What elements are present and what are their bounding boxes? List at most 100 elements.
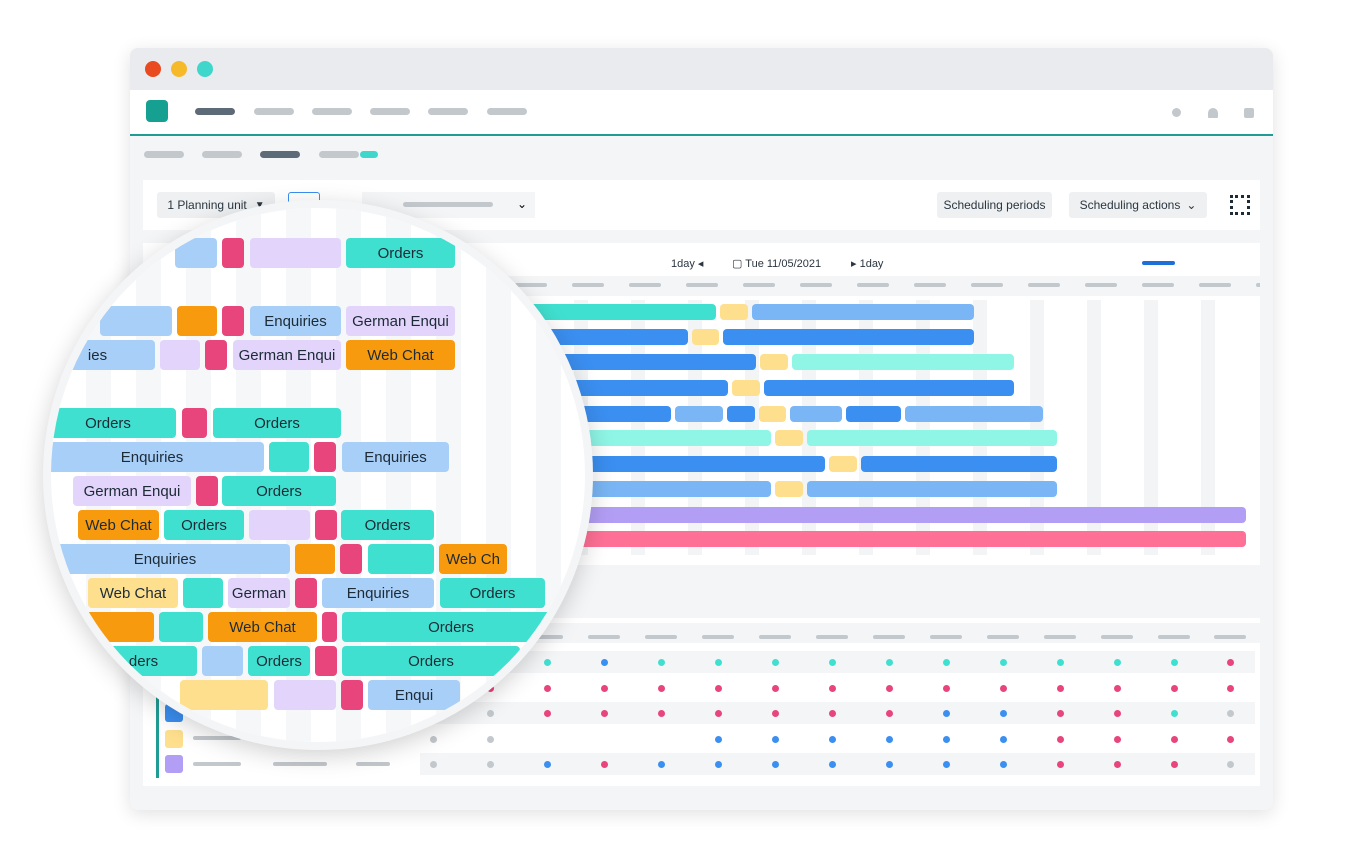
shift-bar [807, 481, 1057, 497]
button-label: Scheduling periods [943, 198, 1046, 212]
logo[interactable] [146, 100, 168, 122]
nav-item[interactable] [312, 108, 352, 115]
time-label [1256, 283, 1260, 287]
shift-label: German Enqui [73, 476, 191, 506]
shift-block [295, 578, 317, 608]
nav-item[interactable] [487, 108, 527, 115]
bell-icon[interactable] [1208, 108, 1218, 118]
nav-label: 1day [671, 258, 695, 270]
shift-block [177, 306, 217, 336]
coverage-dot [1170, 658, 1178, 666]
shift-label: ies [51, 340, 155, 370]
maximize-button[interactable] [197, 61, 213, 77]
coverage-dot [429, 735, 437, 743]
shift-block [368, 544, 434, 574]
shift-bar [775, 430, 803, 446]
coverage-dot [999, 684, 1007, 692]
shift-label: Enquiries [322, 578, 434, 608]
nav-item[interactable] [370, 108, 410, 115]
minimize-button[interactable] [171, 61, 187, 77]
coverage-dot [999, 658, 1007, 666]
shift-block [341, 680, 363, 710]
shift-label: Orders [440, 578, 545, 608]
shift-block [183, 578, 223, 608]
shift-bar [520, 507, 1246, 523]
shift-block [159, 612, 203, 642]
title-bar [130, 48, 1273, 90]
shift-block [295, 544, 335, 574]
time-label [800, 283, 832, 287]
breadcrumb[interactable] [260, 151, 300, 158]
coverage-dot [1226, 658, 1234, 666]
shift-bar [760, 354, 788, 370]
breadcrumb[interactable] [144, 151, 184, 158]
shift-bar [520, 456, 825, 472]
legend-swatch [165, 730, 183, 748]
shift-label: Enquiries [250, 306, 341, 336]
coverage-dot [714, 709, 722, 717]
nav-item[interactable] [254, 108, 294, 115]
shift-label: Enqui [368, 680, 460, 710]
coverage-dot [657, 684, 665, 692]
zoom-indicator[interactable] [1142, 261, 1175, 265]
coverage-dot [771, 709, 779, 717]
logout-icon[interactable] [1244, 108, 1254, 118]
shift-label: German [228, 578, 290, 608]
time-label [572, 283, 604, 287]
breadcrumb-badge [360, 151, 378, 158]
shift-block [196, 476, 218, 506]
breadcrumb[interactable] [202, 151, 242, 158]
nav-bar [130, 90, 1273, 136]
scheduling-periods-button[interactable]: Scheduling periods [937, 192, 1052, 218]
coverage-dot [771, 760, 779, 768]
shift-bar [759, 406, 786, 422]
shift-bar [727, 406, 755, 422]
shift-label: Web Chat [78, 510, 159, 540]
coverage-dot [657, 658, 665, 666]
time-label [1199, 283, 1231, 287]
coverage-dot [828, 684, 836, 692]
shift-bar [861, 456, 1057, 472]
shift-block [322, 612, 337, 642]
coverage-dot [999, 735, 1007, 743]
coverage-dot [1226, 684, 1234, 692]
coverage-dot [771, 735, 779, 743]
nav-item[interactable] [195, 108, 235, 115]
breadcrumb[interactable] [319, 151, 359, 158]
shift-bar [752, 304, 974, 320]
fullscreen-icon[interactable] [1230, 195, 1250, 215]
shift-block [315, 510, 337, 540]
time-label [686, 283, 718, 287]
date-picker[interactable]: ▢ Tue 11/05/2021 [732, 258, 822, 270]
coverage-dot [885, 709, 893, 717]
coverage-dot [1113, 760, 1121, 768]
coverage-dot [1170, 735, 1178, 743]
close-button[interactable] [145, 61, 161, 77]
shift-block [160, 340, 200, 370]
prev-day[interactable]: 1day ◂ [671, 258, 704, 270]
scheduling-actions-button[interactable]: Scheduling actions ⌄ [1069, 192, 1207, 218]
shift-block [340, 544, 362, 574]
time-label [629, 283, 661, 287]
row-label [273, 762, 327, 766]
grid-stripe [1087, 300, 1101, 555]
coverage-dot [1056, 760, 1064, 768]
row-label [193, 736, 241, 740]
coverage-dot [1056, 709, 1064, 717]
coverage-dot [714, 658, 722, 666]
grid-stripe [536, 208, 561, 742]
user-icon[interactable] [1172, 108, 1181, 117]
nav-label: 1day [859, 258, 884, 270]
shift-bar [720, 304, 748, 320]
shift-label: German Enqui [233, 340, 341, 370]
coverage-dot [1113, 709, 1121, 717]
coverage-dot [828, 709, 836, 717]
next-day[interactable]: ▸ 1day [851, 258, 884, 270]
time-label [857, 283, 889, 287]
column-label [1214, 635, 1246, 639]
coverage-dot [942, 709, 950, 717]
coverage-dot [828, 760, 836, 768]
column-label [702, 635, 734, 639]
nav-item[interactable] [428, 108, 468, 115]
shift-label: Orders [342, 646, 520, 676]
